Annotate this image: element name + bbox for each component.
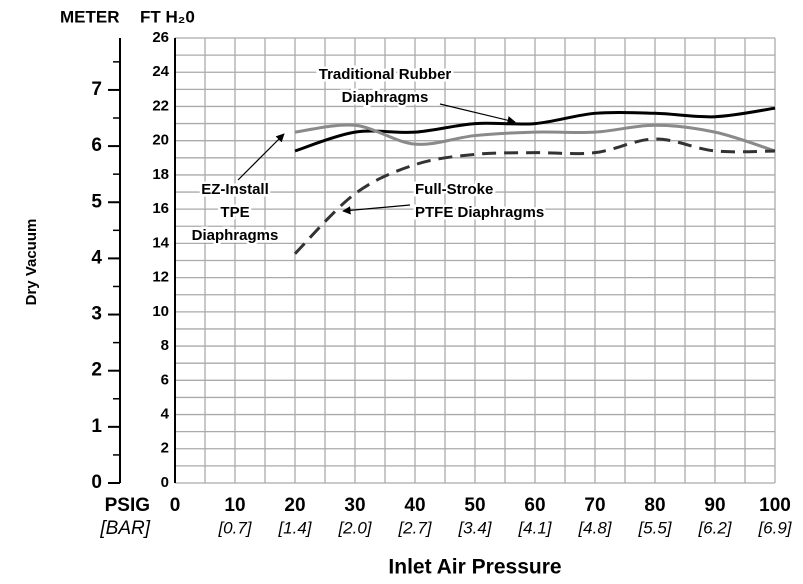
x-tick-label: 10 [224, 495, 245, 516]
annotation: Diaphragms [342, 89, 429, 106]
y-tick-label: 2 [161, 440, 169, 457]
x-tick-label: 0 [170, 495, 181, 516]
x-tick-label: 60 [524, 495, 545, 516]
meter-unit: METER [60, 7, 120, 26]
x-bar-unit: [BAR] [99, 518, 150, 539]
x-bar-label: [6.9] [757, 518, 792, 537]
y-tick-label: 22 [152, 97, 169, 114]
annotation: EZ-Install [201, 181, 269, 198]
x-bar-label: [2.0] [337, 518, 372, 537]
y-tick-label: 24 [152, 63, 169, 80]
x-tick-label: 20 [284, 495, 305, 516]
annotation: TPE [220, 204, 249, 221]
y-tick-label: 20 [152, 132, 169, 149]
x-title: Inlet Air Pressure [388, 556, 561, 579]
meter-tick-label: 3 [91, 304, 102, 325]
annotation: Full-Stroke [415, 181, 493, 198]
x-bar-label: [0.7] [217, 518, 252, 537]
x-bar-label: [3.4] [457, 518, 492, 537]
x-tick-label: 80 [644, 495, 665, 516]
y-tick-label: 8 [161, 337, 169, 354]
x-tick-label: 30 [344, 495, 365, 516]
x-bar-label: [2.7] [397, 518, 432, 537]
x-tick-label: 90 [704, 495, 725, 516]
meter-tick-label: 2 [91, 360, 102, 381]
y-tick-label: 0 [161, 474, 169, 491]
x-bar-label: [5.5] [637, 518, 672, 537]
y-tick-label: 16 [152, 200, 169, 217]
meter-tick-label: 0 [91, 472, 102, 493]
annotation: Traditional Rubber [319, 66, 452, 83]
meter-tick-label: 6 [91, 135, 102, 156]
annotation: Diaphragms [192, 227, 279, 244]
y-tick-label: 10 [152, 303, 169, 320]
annotation: PTFE Diaphragms [415, 204, 544, 221]
series-line [294, 123, 776, 153]
series-line [293, 137, 776, 255]
arrow [342, 204, 411, 215]
y-title: Dry Vacuum [23, 219, 40, 306]
meter-tick-label: 5 [91, 191, 102, 212]
meter-tick-label: 4 [91, 247, 102, 268]
arrow [237, 133, 285, 181]
ft-unit: FT H₂0 [140, 7, 195, 26]
x-tick-label: 50 [464, 495, 485, 516]
x-unit: PSIG [105, 495, 150, 516]
y-tick-label: 18 [152, 166, 169, 183]
y-tick-label: 4 [161, 406, 170, 423]
arrow [439, 103, 516, 125]
x-bar-label: [4.8] [577, 518, 612, 537]
x-bar-label: [6.2] [697, 518, 732, 537]
meter-tick-label: 7 [91, 79, 102, 100]
plot-grid [174, 37, 776, 484]
x-tick-label: 70 [584, 495, 605, 516]
x-bar-label: [1.4] [277, 518, 312, 537]
x-tick-label: 40 [404, 495, 425, 516]
x-tick-label: 100 [759, 495, 791, 516]
meter-tick-label: 1 [91, 416, 102, 437]
y-tick-label: 14 [152, 234, 169, 251]
y-tick-label: 6 [161, 371, 169, 388]
y-tick-label: 26 [152, 29, 169, 46]
y-tick-label: 12 [152, 269, 169, 286]
x-bar-label: [4.1] [517, 518, 552, 537]
